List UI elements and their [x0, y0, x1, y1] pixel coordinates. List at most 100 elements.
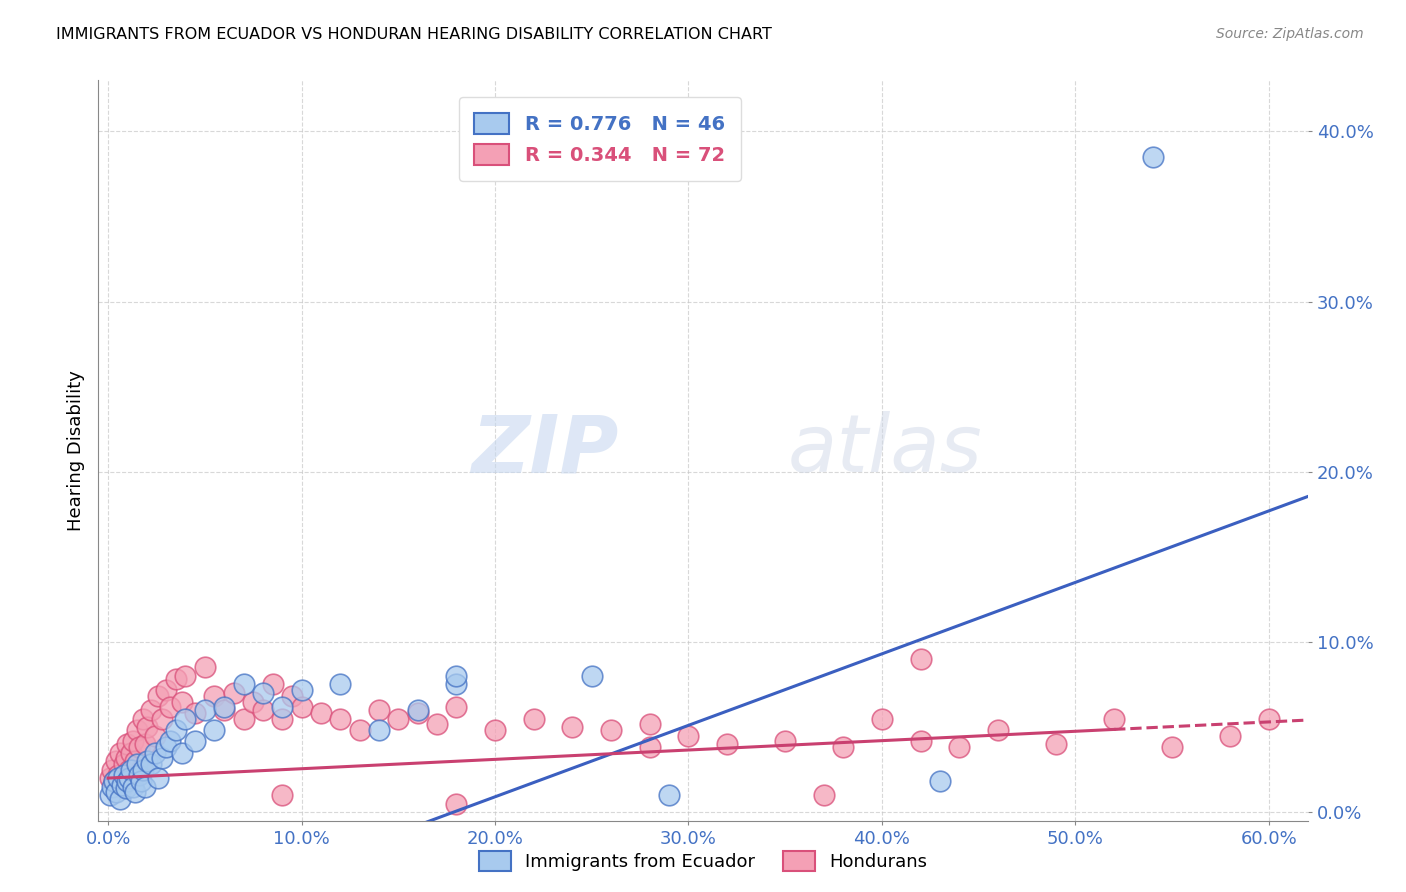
Point	[948, 740, 970, 755]
Point	[184, 733, 207, 747]
Point	[108, 746, 131, 760]
Point	[128, 740, 150, 755]
Point	[107, 767, 129, 781]
Point	[134, 737, 156, 751]
Point	[910, 652, 932, 666]
Point	[271, 788, 294, 802]
Point	[159, 733, 181, 747]
Point	[252, 703, 274, 717]
Point	[150, 750, 173, 764]
Point	[1102, 712, 1125, 726]
Point	[120, 763, 142, 777]
Point	[118, 771, 141, 785]
Point	[139, 703, 162, 717]
Point	[128, 767, 150, 781]
Point	[122, 733, 145, 747]
Point	[212, 699, 235, 714]
Point	[212, 703, 235, 717]
Point	[155, 682, 177, 697]
Point	[773, 733, 796, 747]
Point	[262, 677, 284, 691]
Y-axis label: Hearing Disability: Hearing Disability	[66, 370, 84, 531]
Point	[204, 690, 226, 704]
Point	[127, 723, 149, 738]
Point	[112, 767, 135, 781]
Point	[658, 788, 681, 802]
Point	[290, 699, 312, 714]
Point	[368, 723, 391, 738]
Point	[104, 754, 127, 768]
Point	[242, 694, 264, 708]
Point	[561, 720, 583, 734]
Point	[135, 754, 157, 768]
Point	[103, 774, 125, 789]
Point	[232, 712, 254, 726]
Point	[271, 712, 294, 726]
Point	[446, 677, 468, 691]
Point	[638, 740, 661, 755]
Legend: R = 0.776   N = 46, R = 0.344   N = 72: R = 0.776 N = 46, R = 0.344 N = 72	[458, 97, 741, 180]
Point	[129, 774, 152, 789]
Point	[204, 723, 226, 738]
Point	[111, 780, 134, 794]
Point	[581, 669, 603, 683]
Point	[387, 712, 409, 726]
Point	[134, 780, 156, 794]
Point	[159, 699, 181, 714]
Point	[910, 733, 932, 747]
Point	[252, 686, 274, 700]
Point	[1142, 150, 1164, 164]
Point	[108, 791, 131, 805]
Point	[406, 706, 429, 721]
Text: IMMIGRANTS FROM ECUADOR VS HONDURAN HEARING DISABILITY CORRELATION CHART: IMMIGRANTS FROM ECUADOR VS HONDURAN HEAR…	[56, 27, 772, 42]
Point	[638, 716, 661, 731]
Point	[184, 706, 207, 721]
Point	[104, 785, 127, 799]
Point	[600, 723, 623, 738]
Point	[281, 690, 304, 704]
Point	[143, 729, 166, 743]
Point	[120, 746, 142, 760]
Point	[1045, 737, 1067, 751]
Point	[368, 703, 391, 717]
Point	[139, 757, 162, 772]
Point	[329, 677, 352, 691]
Point	[170, 746, 193, 760]
Point	[124, 785, 146, 799]
Point	[446, 797, 468, 811]
Point	[329, 712, 352, 726]
Point	[98, 771, 121, 785]
Point	[107, 771, 129, 785]
Point	[174, 669, 197, 683]
Point	[101, 763, 124, 777]
Point	[349, 723, 371, 738]
Point	[813, 788, 835, 802]
Point	[446, 669, 468, 683]
Point	[150, 712, 173, 726]
Point	[309, 706, 332, 721]
Point	[232, 677, 254, 691]
Point	[98, 788, 121, 802]
Point	[129, 763, 152, 777]
Text: ZIP: ZIP	[471, 411, 619, 490]
Point	[112, 757, 135, 772]
Point	[114, 750, 136, 764]
Point	[117, 774, 139, 789]
Point	[148, 771, 170, 785]
Point	[148, 690, 170, 704]
Point	[1219, 729, 1241, 743]
Point	[170, 694, 193, 708]
Point	[127, 757, 149, 772]
Point	[101, 780, 124, 794]
Point	[870, 712, 893, 726]
Point	[271, 699, 294, 714]
Point	[290, 682, 312, 697]
Point	[118, 763, 141, 777]
Point	[111, 778, 134, 792]
Point	[122, 780, 145, 794]
Point	[426, 716, 449, 731]
Point	[155, 740, 177, 755]
Point	[135, 720, 157, 734]
Legend: Immigrants from Ecuador, Hondurans: Immigrants from Ecuador, Hondurans	[471, 844, 935, 879]
Point	[103, 774, 125, 789]
